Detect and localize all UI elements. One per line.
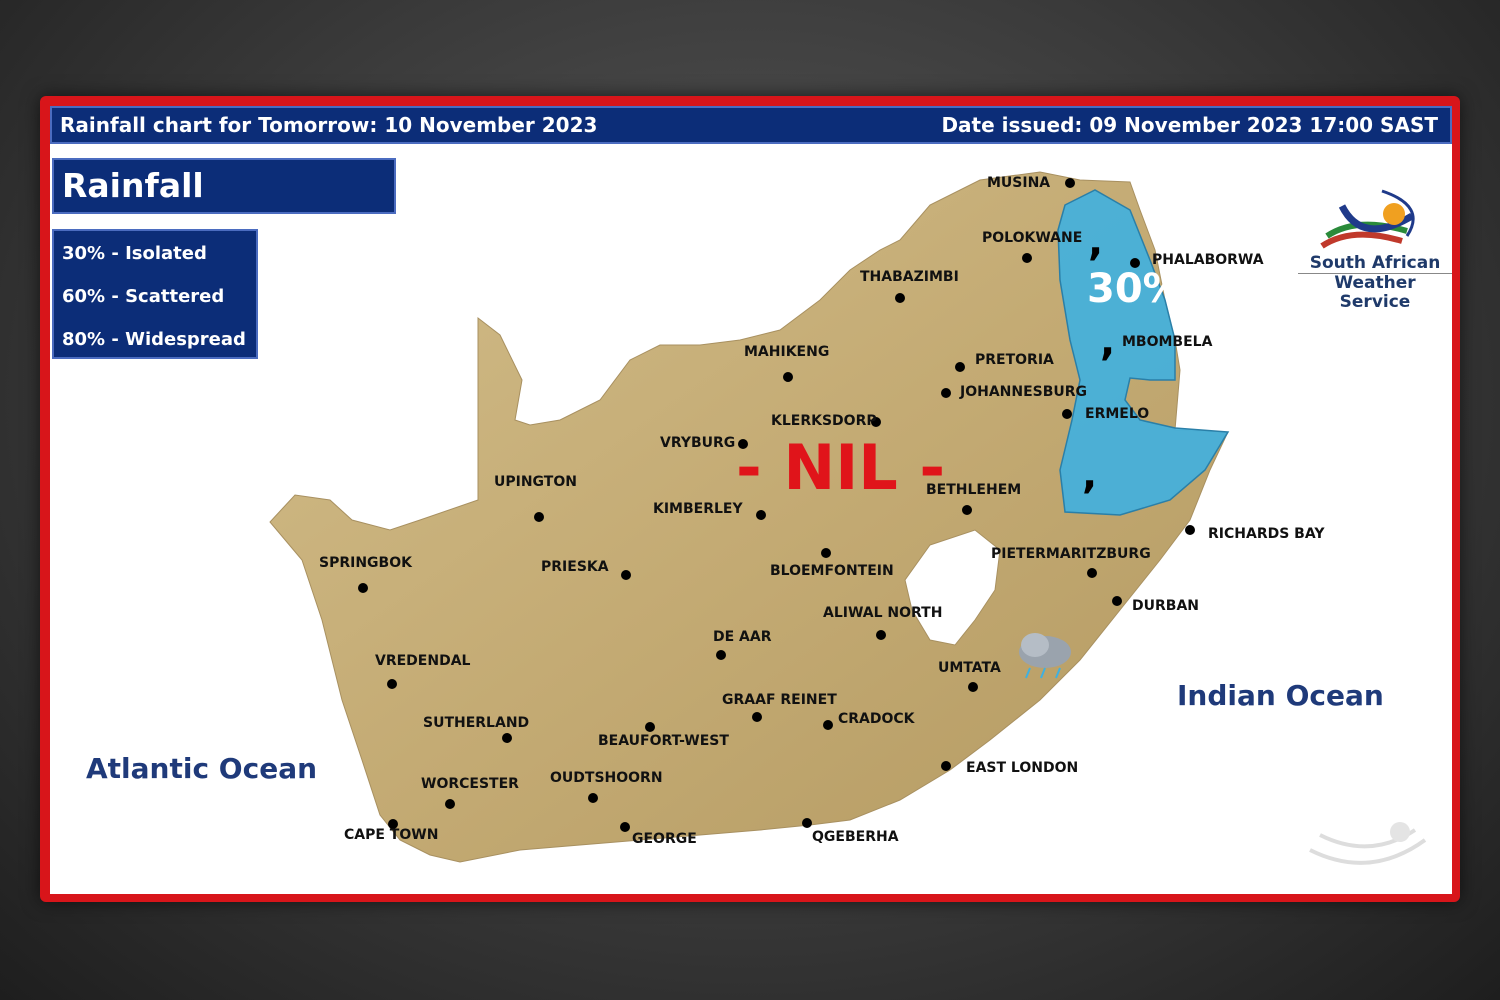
city-label-polokwane: POLOKWANE — [982, 230, 1083, 246]
city-label-worcester: WORCESTER — [421, 776, 519, 792]
city-dot-graaf-reinet — [752, 712, 762, 722]
city-dot-bloemfontein — [821, 548, 831, 558]
city-dot-sutherland — [502, 733, 512, 743]
nil-label: - NIL - — [736, 431, 946, 504]
city-dot-durban — [1112, 596, 1122, 606]
legend-item-widespread: 80% - Widespread — [62, 329, 246, 350]
rain-drop-icon: , — [1082, 452, 1097, 498]
header-bar: Rainfall chart for Tomorrow: 10 November… — [50, 106, 1452, 144]
city-label-durban: DURBAN — [1132, 598, 1199, 614]
city-dot-aliwal-north — [876, 630, 886, 640]
city-label-vredendal: VREDENDAL — [375, 653, 471, 669]
rainfall-chart-panel: , , , Rainfall chart for Tomorrow: 10 No… — [50, 106, 1452, 894]
probability-legend: 30% - Isolated 60% - Scattered 80% - Wid… — [52, 229, 258, 359]
city-dot-kimberley — [756, 510, 766, 520]
city-dot-george — [620, 822, 630, 832]
ocean-label-indian: Indian Ocean — [1177, 679, 1384, 712]
city-label-mahikeng: MAHIKENG — [744, 344, 830, 360]
city-label-springbok: SPRINGBOK — [319, 555, 412, 571]
forecast-title: Rainfall chart for Tomorrow: 10 November… — [60, 113, 598, 137]
city-label-johannesburg: JOHANNESBURG — [960, 384, 1088, 400]
city-dot-umtata — [968, 682, 978, 692]
city-dot-vryburg — [738, 439, 748, 449]
city-label-klerksdorp: KLERKSDORP — [771, 413, 877, 429]
city-dot-oudtshoorn — [588, 793, 598, 803]
city-label-sutherland: SUTHERLAND — [423, 715, 530, 731]
legend-title: Rainfall Probability — [52, 158, 396, 257]
city-dot-bethlehem — [962, 505, 972, 515]
city-dot-pietermaritzburg — [1087, 568, 1097, 578]
city-label-de-aar: DE AAR — [713, 629, 772, 645]
city-label-beaufort-west: BEAUFORT-WEST — [598, 733, 729, 749]
city-dot-johannesburg — [941, 388, 951, 398]
city-dot-ermelo — [1062, 409, 1072, 419]
city-label-bloemfontein: BLOEMFONTEIN — [770, 563, 894, 579]
city-dot-klerksdorp — [871, 417, 881, 427]
city-label-qgeberha: QGEBERHA — [812, 829, 899, 845]
city-label-mbombela: MBOMBELA — [1122, 334, 1213, 350]
city-label-thabazimbi: THABAZIMBI — [860, 269, 959, 285]
south-africa-map: , , , — [269, 171, 1427, 865]
legend-item-scattered: 60% - Scattered — [62, 286, 225, 307]
city-dot-phalaborwa — [1130, 258, 1140, 268]
rain-drop-icon: , — [1100, 319, 1115, 365]
saws-logo-text: South African Weather Service — [1298, 254, 1452, 312]
city-label-pietermaritzburg: PIETERMARITZBURG — [991, 546, 1151, 562]
city-label-upington: UPINGTON — [494, 474, 577, 490]
saws-watermark-icon — [1309, 822, 1427, 865]
rain-cloud-icon — [1019, 633, 1071, 679]
city-label-east-london: EAST LONDON — [966, 760, 1079, 776]
city-dot-springbok — [358, 583, 368, 593]
city-label-george: GEORGE — [632, 831, 697, 847]
city-label-cape-town: CAPE TOWN — [344, 827, 439, 843]
city-label-umtata: UMTATA — [938, 660, 1001, 676]
city-label-bethlehem: BETHLEHEM — [926, 482, 1022, 498]
logo-line-1: South African — [1298, 254, 1452, 274]
city-label-prieska: PRIESKA — [541, 559, 609, 575]
city-label-pretoria: PRETORIA — [975, 352, 1054, 368]
city-dot-richards-bay — [1185, 525, 1195, 535]
legend-item-isolated: 30% - Isolated — [62, 243, 207, 264]
land-area — [269, 171, 1229, 863]
city-label-richards-bay: RICHARDS BAY — [1208, 526, 1325, 542]
city-dot-pretoria — [955, 362, 965, 372]
city-dot-cape-town — [388, 819, 398, 829]
city-dot-beaufort-west — [645, 722, 655, 732]
ocean-label-atlantic: Atlantic Ocean — [86, 752, 318, 785]
rain-drop-icon: , — [1088, 219, 1103, 265]
date-issued: Date issued: 09 November 2023 17:00 SAST — [941, 113, 1438, 137]
city-dot-vredendal — [387, 679, 397, 689]
city-label-musina: MUSINA — [987, 175, 1051, 191]
city-label-aliwal-north: ALIWAL NORTH — [823, 605, 943, 621]
city-dot-thabazimbi — [895, 293, 905, 303]
city-label-oudtshoorn: OUDTSHOORN — [550, 770, 663, 786]
saws-logo-icon — [1320, 189, 1415, 249]
city-label-ermelo: ERMELO — [1085, 406, 1150, 422]
city-label-phalaborwa: PHALABORWA — [1152, 252, 1264, 268]
city-dot-cradock — [823, 720, 833, 730]
city-label-graaf-reinet: GRAAF REINET — [722, 692, 837, 708]
city-dot-polokwane — [1022, 253, 1032, 263]
city-label-vryburg: VRYBURG — [660, 435, 736, 451]
city-dot-east-london — [941, 761, 951, 771]
city-label-cradock: CRADOCK — [838, 711, 915, 727]
city-dot-upington — [534, 512, 544, 522]
city-dot-qgeberha — [802, 818, 812, 828]
city-dot-de-aar — [716, 650, 726, 660]
city-label-kimberley: KIMBERLEY — [653, 501, 743, 517]
city-dot-prieska — [621, 570, 631, 580]
rain-area-label: 30% — [1087, 266, 1183, 312]
rain-area-30-percent — [1057, 189, 1230, 516]
city-dot-worcester — [445, 799, 455, 809]
city-dot-mahikeng — [783, 372, 793, 382]
logo-line-2: Weather Service — [1334, 273, 1416, 312]
city-dot-musina — [1065, 178, 1075, 188]
